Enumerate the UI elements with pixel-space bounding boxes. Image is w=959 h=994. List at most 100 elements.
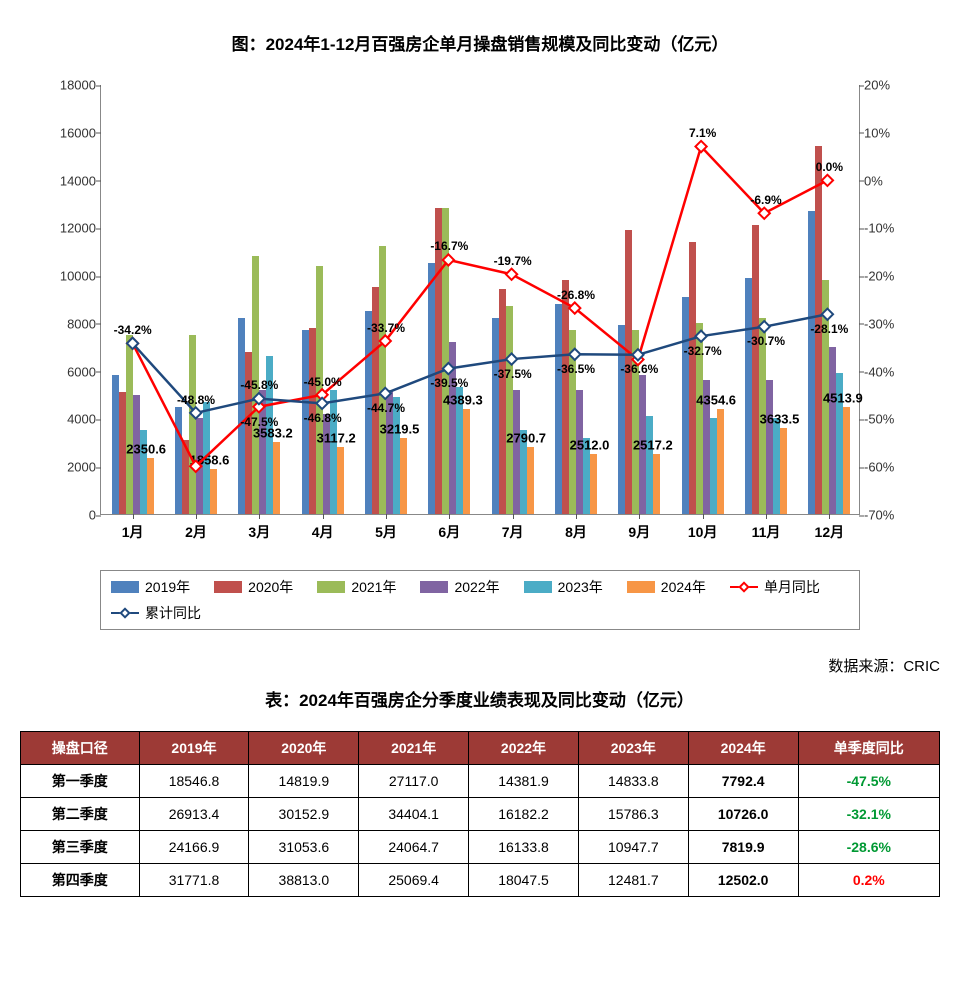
legend-label: 2024年: [661, 577, 706, 597]
table-cell: 38813.0: [249, 864, 359, 897]
x-category-label: 8月: [565, 522, 587, 542]
table-row: 第一季度18546.814819.927117.014381.914833.87…: [21, 765, 940, 798]
y-left-tick: 4000: [51, 413, 96, 426]
table-cell: 15786.3: [578, 798, 688, 831]
table-cell: 34404.1: [359, 798, 469, 831]
table-cell: 24064.7: [359, 831, 469, 864]
row-label: 第三季度: [21, 831, 140, 864]
chart-legend: 2019年 2020年 2021年 2022年 2023年 2024年 单月同比累计同比: [100, 570, 860, 630]
legend-label: 2021年: [351, 577, 396, 597]
table-cell: 16182.2: [469, 798, 579, 831]
legend-label: 2020年: [248, 577, 293, 597]
x-category-label: 11月: [752, 522, 781, 542]
y-left-tick: 10000: [51, 270, 96, 283]
line-data-label: -30.7%: [747, 334, 785, 348]
line-data-label: -16.7%: [430, 239, 468, 253]
line-data-label: -37.5%: [494, 367, 532, 381]
line-layer: [101, 85, 859, 514]
table-cell: 12481.7: [578, 864, 688, 897]
line-data-label: -46.8%: [304, 411, 342, 425]
table-cell: 18546.8: [139, 765, 249, 798]
y-left-tick: 12000: [51, 222, 96, 235]
line-data-label: -39.5%: [430, 376, 468, 390]
table-cell: 24166.9: [139, 831, 249, 864]
table-header-cell: 2019年: [139, 732, 249, 765]
table-cell: -47.5%: [798, 765, 939, 798]
line-data-label: 7.1%: [689, 126, 716, 140]
y-left-tick: 16000: [51, 126, 96, 139]
table-cell: 31771.8: [139, 864, 249, 897]
table-cell: 7792.4: [688, 765, 798, 798]
y-right-tick: -40%: [864, 365, 909, 378]
legend-item: 单月同比: [730, 577, 820, 597]
row-label: 第二季度: [21, 798, 140, 831]
line-data-label: -36.5%: [557, 362, 595, 376]
y-left-tick: 14000: [51, 174, 96, 187]
table-row: 第二季度26913.430152.934404.116182.215786.31…: [21, 798, 940, 831]
table-cell: 18047.5: [469, 864, 579, 897]
y-right-tick: 10%: [864, 126, 909, 139]
y-right-tick: 20%: [864, 79, 909, 92]
table-cell: 12502.0: [688, 864, 798, 897]
x-category-label: 1月: [122, 522, 144, 542]
table-header-cell: 2022年: [469, 732, 579, 765]
y-left-tick: 6000: [51, 365, 96, 378]
line-data-label: -45.8%: [240, 378, 278, 392]
table-cell: 10947.7: [578, 831, 688, 864]
table-cell: -28.6%: [798, 831, 939, 864]
y-left-tick: 18000: [51, 79, 96, 92]
y-right-tick: -30%: [864, 317, 909, 330]
line-data-label: -6.9%: [750, 193, 781, 207]
line-data-label: -45.0%: [304, 375, 342, 389]
table-cell: 26913.4: [139, 798, 249, 831]
table-header-cell: 2023年: [578, 732, 688, 765]
table-cell: 27117.0: [359, 765, 469, 798]
table-cell: 25069.4: [359, 864, 469, 897]
legend-label: 单月同比: [764, 577, 820, 597]
legend-item: 累计同比: [111, 603, 201, 623]
table-row: 第三季度24166.931053.624064.716133.810947.77…: [21, 831, 940, 864]
legend-label: 累计同比: [145, 603, 201, 623]
chart-section: 图：2024年1-12月百强房企单月操盘销售规模及同比变动（亿元） 020004…: [20, 30, 940, 630]
y-right-tick: -10%: [864, 222, 909, 235]
legend-item: 2022年: [420, 577, 499, 597]
y-right-tick: -60%: [864, 461, 909, 474]
legend-item: 2024年: [627, 577, 706, 597]
table-row: 第四季度31771.838813.025069.418047.512481.71…: [21, 864, 940, 897]
table-cell: 16133.8: [469, 831, 579, 864]
y-right-tick: -20%: [864, 270, 909, 283]
legend-item: 2023年: [524, 577, 603, 597]
table-cell: 0.2%: [798, 864, 939, 897]
chart-plot: 0200040006000800010000120001400016000180…: [40, 75, 920, 555]
line-data-label: -48.8%: [177, 393, 215, 407]
y-right-tick: -70%: [864, 509, 909, 522]
y-right-tick: 0%: [864, 174, 909, 187]
y-left-tick: 2000: [51, 461, 96, 474]
table-cell: 31053.6: [249, 831, 359, 864]
table-header-cell: 2020年: [249, 732, 359, 765]
table-cell: 14381.9: [469, 765, 579, 798]
table-cell: 10726.0: [688, 798, 798, 831]
x-category-label: 10月: [688, 522, 718, 542]
table-cell: 14819.9: [249, 765, 359, 798]
legend-item: 2020年: [214, 577, 293, 597]
table-cell: -32.1%: [798, 798, 939, 831]
line-data-label: -44.7%: [367, 401, 405, 415]
x-category-label: 4月: [312, 522, 334, 542]
line-data-label: -28.1%: [810, 322, 848, 336]
y-left-tick: 8000: [51, 317, 96, 330]
table-title: 表：2024年百强房企分季度业绩表现及同比变动（亿元）: [20, 686, 939, 711]
table-cell: 7819.9: [688, 831, 798, 864]
legend-item: 2019年: [111, 577, 190, 597]
line-data-label: -32.7%: [684, 344, 722, 358]
table-header-cell: 单季度同比: [798, 732, 939, 765]
chart-title: 图：2024年1-12月百强房企单月操盘销售规模及同比变动（亿元）: [20, 30, 940, 55]
line-data-label: -47.5%: [240, 415, 278, 429]
table-header-cell: 操盘口径: [21, 732, 140, 765]
x-category-label: 7月: [502, 522, 524, 542]
row-label: 第一季度: [21, 765, 140, 798]
table-header-cell: 2021年: [359, 732, 469, 765]
legend-label: 2023年: [558, 577, 603, 597]
data-source-label: 数据来源：CRIC: [20, 655, 940, 676]
x-category-label: 2月: [185, 522, 207, 542]
